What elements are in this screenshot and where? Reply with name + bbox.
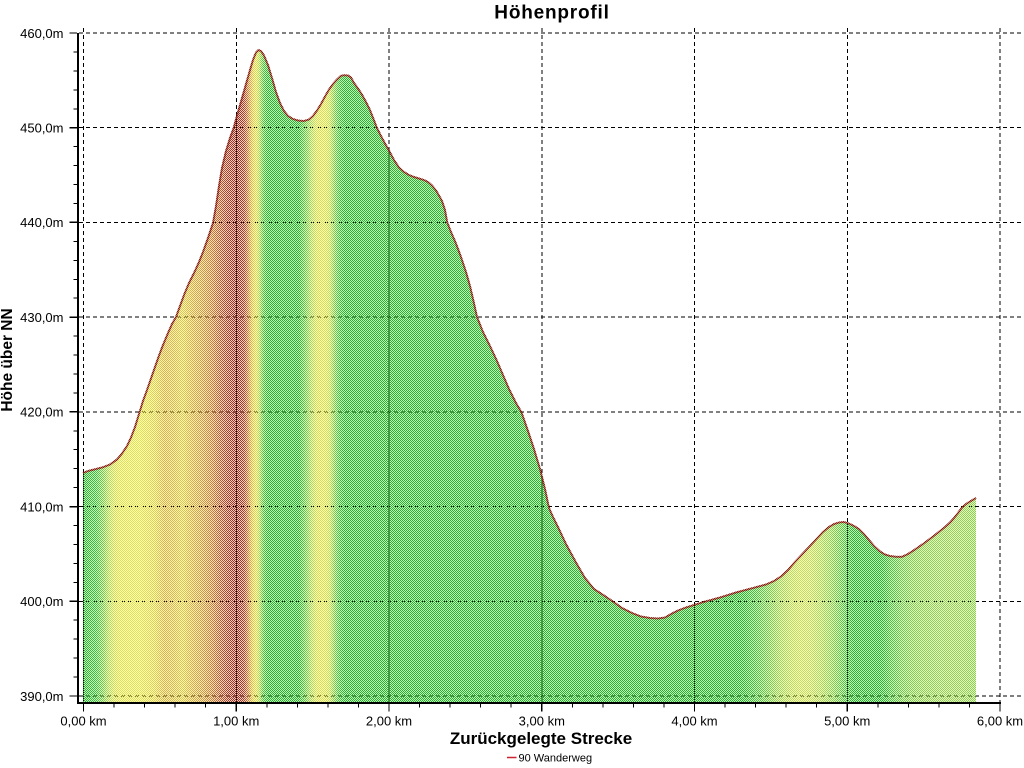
- svg-text:5,00 km: 5,00 km: [824, 714, 870, 729]
- svg-text:90 Wanderweg: 90 Wanderweg: [519, 753, 593, 765]
- svg-text:410,0m: 410,0m: [20, 499, 63, 514]
- svg-text:390,0m: 390,0m: [20, 689, 63, 704]
- svg-text:3,00 km: 3,00 km: [519, 714, 565, 729]
- svg-text:6,00 km: 6,00 km: [977, 714, 1023, 729]
- svg-text:Zurückgelegte Strecke: Zurückgelegte Strecke: [450, 729, 632, 748]
- svg-text:Höhenprofil: Höhenprofil: [494, 3, 609, 24]
- svg-text:0,00 km: 0,00 km: [60, 714, 106, 729]
- svg-text:400,0m: 400,0m: [20, 594, 63, 609]
- svg-text:Höhe über NN: Höhe über NN: [0, 308, 16, 411]
- svg-text:420,0m: 420,0m: [20, 405, 63, 420]
- svg-text:460,0m: 460,0m: [20, 26, 63, 41]
- svg-text:2,00 km: 2,00 km: [366, 714, 412, 729]
- svg-text:440,0m: 440,0m: [20, 215, 63, 230]
- svg-text:1,00 km: 1,00 km: [213, 714, 259, 729]
- svg-text:430,0m: 430,0m: [20, 310, 63, 325]
- svg-text:450,0m: 450,0m: [20, 121, 63, 136]
- svg-text:4,00 km: 4,00 km: [671, 714, 717, 729]
